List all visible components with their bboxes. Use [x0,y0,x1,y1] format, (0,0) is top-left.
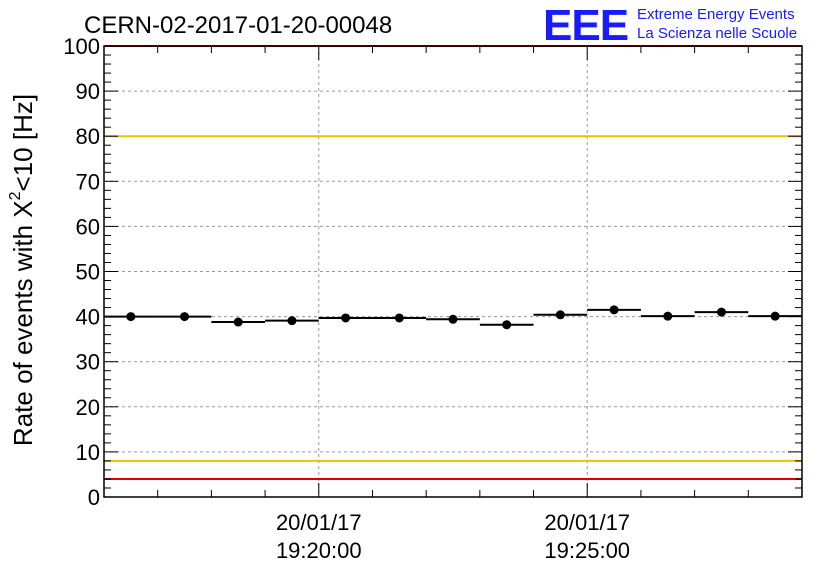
y-tick-label: 90 [76,79,100,104]
data-point [663,311,673,321]
data-point [716,307,726,317]
y-axis-label-superscript: 2 [7,191,24,200]
data-point [448,314,458,324]
axes [103,45,803,498]
data-point [609,305,619,315]
y-tick-label: 40 [76,305,100,330]
data-point [233,317,243,327]
data-point [770,311,780,321]
y-axis-label-prefix: Rate of events with X [8,200,38,446]
logo-mark: EEE [543,1,628,50]
y-tick-label: 0 [88,485,100,510]
x-tick-label-time: 19:20:00 [276,538,362,563]
y-tick-label: 10 [76,440,100,465]
y-tick-label: 70 [76,169,100,194]
data-point [126,312,136,322]
data-point [555,310,565,320]
chart-title: CERN-02-2017-01-20-00048 [84,12,392,39]
data-point [287,316,297,326]
x-tick-label-date: 20/01/17 [276,510,362,535]
y-axis-label: Rate of events with X2<10 [Hz] [7,94,38,446]
logo-line-1: Extreme Energy Events [637,6,795,23]
data-point [180,312,190,322]
grid-lines [104,46,802,497]
y-tick-label: 50 [76,260,100,285]
data-points [104,305,802,330]
tick-labels: 0 10 20 30 40 50 60 70 80 90 100 20/01/17 19:20:00 20… [63,34,630,563]
y-axis-label-suffix: <10 [Hz] [8,94,38,192]
y-tick-label: 30 [76,350,100,375]
x-tick-label-date: 20/01/17 [544,510,630,535]
y-tick-label: 20 [76,395,100,420]
data-point [502,320,512,330]
logo-line-2: La Scienza nelle Scuole [637,25,797,42]
x-tick-label-time: 19:25:00 [544,538,630,563]
data-point [341,313,351,323]
data-point [394,313,404,323]
y-tick-label: 60 [76,214,100,239]
y-tick-label: 100 [63,34,100,59]
reference-lines [104,45,802,480]
y-tick-label: 80 [76,124,100,149]
eee-logo: EEE Extreme Energy Events La Scienza nel… [543,1,797,50]
